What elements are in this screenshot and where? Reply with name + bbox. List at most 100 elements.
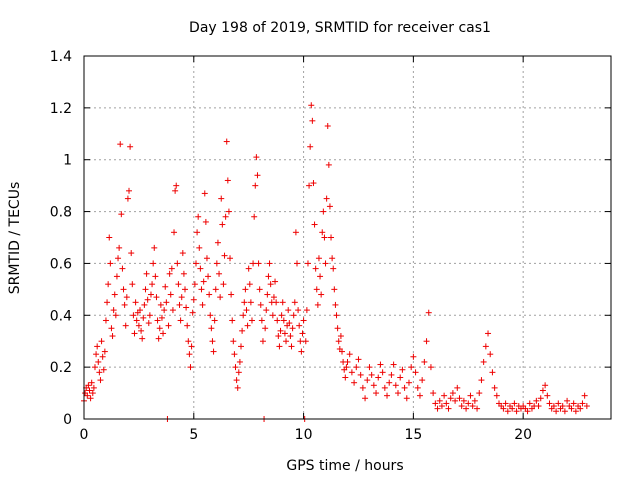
- data-point: [200, 278, 207, 285]
- data-point: [236, 358, 243, 365]
- data-point: [153, 294, 160, 301]
- data-point: [123, 294, 130, 301]
- data-point: [211, 317, 218, 324]
- y-tick-label: 1.2: [50, 101, 72, 117]
- data-point: [323, 195, 330, 202]
- data-point: [351, 379, 358, 386]
- x-tick-label: 0: [80, 427, 89, 443]
- data-point: [309, 117, 316, 124]
- data-point: [511, 400, 518, 407]
- grid: [84, 56, 611, 419]
- data-point: [100, 366, 107, 373]
- data-point: [432, 400, 439, 407]
- data-point: [355, 356, 362, 363]
- data-point: [270, 294, 277, 301]
- data-point: [320, 208, 327, 215]
- data-point: [245, 265, 252, 272]
- data-point: [500, 405, 507, 412]
- data-point: [136, 307, 143, 314]
- data-point: [120, 286, 127, 293]
- y-tick-label: 0.6: [50, 256, 72, 272]
- data-point: [98, 338, 105, 345]
- data-point: [107, 260, 114, 267]
- data-point: [162, 283, 169, 290]
- data-point: [307, 143, 314, 150]
- data-point: [279, 299, 286, 306]
- data-point: [185, 338, 192, 345]
- data-point: [414, 384, 421, 391]
- data-point: [197, 265, 204, 272]
- data-point: [463, 405, 470, 412]
- data-point: [561, 408, 568, 415]
- data-point: [225, 208, 232, 215]
- data-point: [273, 299, 280, 306]
- data-point: [390, 361, 397, 368]
- data-point: [335, 338, 342, 345]
- data-point: [216, 270, 223, 277]
- data-point: [206, 291, 213, 298]
- data-point: [281, 330, 288, 337]
- data-point: [189, 309, 196, 316]
- data-point: [526, 400, 533, 407]
- data-point: [91, 364, 98, 371]
- data-point: [493, 392, 500, 399]
- data-point: [364, 377, 371, 384]
- data-point: [209, 338, 216, 345]
- data-point: [332, 301, 339, 308]
- data-point: [266, 260, 273, 267]
- y-tick-label: 1.4: [50, 49, 72, 65]
- y-tick-label: 0.2: [50, 360, 72, 376]
- data-point: [177, 317, 184, 324]
- data-point: [384, 392, 391, 399]
- data-point: [388, 371, 395, 378]
- data-point: [121, 301, 128, 308]
- data-point: [86, 387, 93, 394]
- data-point: [579, 400, 586, 407]
- data-point: [143, 270, 150, 277]
- data-point: [401, 384, 408, 391]
- data-point: [346, 351, 353, 358]
- data-point: [165, 322, 172, 329]
- y-tick-label: 0.8: [50, 205, 72, 221]
- data-point: [127, 143, 134, 150]
- data-point: [480, 358, 487, 365]
- data-point: [333, 312, 340, 319]
- data-point: [219, 221, 226, 228]
- data-point: [408, 364, 415, 371]
- data-point: [458, 403, 465, 410]
- data-point: [275, 333, 282, 340]
- data-point: [537, 395, 544, 402]
- data-point: [583, 403, 590, 410]
- data-point: [130, 312, 137, 319]
- data-point: [205, 273, 212, 280]
- data-point: [141, 301, 148, 308]
- data-point: [250, 260, 257, 267]
- x-axis-title: GPS time / hours: [286, 458, 403, 474]
- data-point: [366, 364, 373, 371]
- data-point: [577, 405, 584, 412]
- data-point: [152, 273, 159, 280]
- data-point: [195, 213, 202, 220]
- data-point: [256, 286, 263, 293]
- data-point: [438, 403, 445, 410]
- data-point: [267, 281, 274, 288]
- data-point: [228, 291, 235, 298]
- data-points: [81, 102, 590, 422]
- data-point: [489, 369, 496, 376]
- data-point: [221, 252, 228, 259]
- data-point: [235, 369, 242, 376]
- x-tick-label: 15: [404, 427, 422, 443]
- data-point: [330, 265, 337, 272]
- data-point: [99, 353, 106, 360]
- data-point: [283, 338, 290, 345]
- x-tick-labels: 0 5 10 15 20: [80, 427, 533, 443]
- data-point: [443, 400, 450, 407]
- data-point: [421, 358, 428, 365]
- data-point: [203, 255, 210, 262]
- data-point: [142, 286, 149, 293]
- data-point: [207, 312, 214, 319]
- data-point: [158, 314, 165, 321]
- data-point: [163, 299, 170, 306]
- data-point: [258, 317, 265, 324]
- data-point: [94, 343, 101, 350]
